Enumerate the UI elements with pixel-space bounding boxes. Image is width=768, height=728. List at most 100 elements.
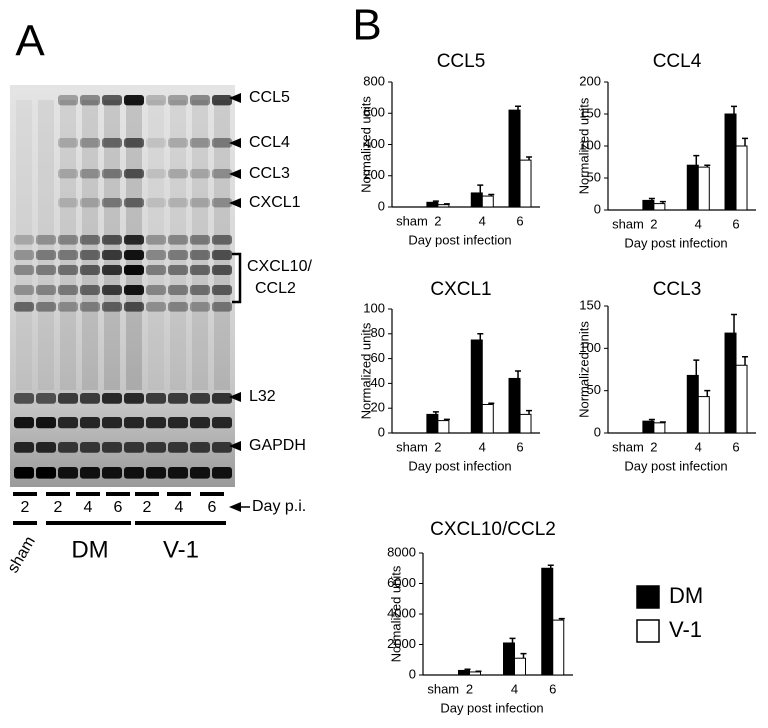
- gel-band: [14, 417, 34, 429]
- gel-band: [146, 95, 166, 106]
- x-tick-label: sham: [612, 439, 644, 454]
- bar: [552, 619, 565, 676]
- gel-band: [58, 467, 78, 479]
- gel-band: [14, 250, 34, 260]
- y-tick-label: 0: [594, 201, 601, 216]
- y-tick-label: 200: [579, 73, 601, 88]
- y-tick-label: 40: [371, 375, 385, 390]
- x-tick-label: sham: [612, 216, 644, 231]
- gel-lane-smear: [214, 100, 230, 390]
- gel-band: [58, 169, 78, 179]
- gel-band: [168, 198, 188, 208]
- gel-band: [14, 285, 34, 295]
- gel-band: [212, 198, 232, 208]
- gel-band: [212, 285, 232, 295]
- error-bar: [742, 137, 749, 146]
- error-bar: [731, 313, 738, 334]
- y-tick-label: 50: [587, 382, 601, 397]
- gel-band: [124, 95, 144, 106]
- gel-band: [212, 250, 232, 260]
- x-tick-label: 2: [434, 439, 441, 454]
- gel-lane-smear: [16, 100, 32, 390]
- gel-band: [124, 467, 144, 479]
- y-tick-label: 0: [378, 424, 385, 439]
- gel-band: [212, 169, 232, 179]
- error-bar: [704, 164, 711, 168]
- bar: [481, 195, 494, 208]
- gel-band: [36, 393, 56, 404]
- error-bar: [648, 418, 655, 422]
- y-tick-label: 200: [363, 167, 385, 182]
- gel-band: [190, 169, 210, 179]
- bar: [469, 671, 481, 676]
- band-label: CCL5: [249, 89, 290, 106]
- gel-band: [58, 393, 78, 404]
- gel-band: [102, 442, 122, 453]
- gel-lane-smear: [148, 100, 164, 390]
- panel-label: B: [352, 1, 381, 50]
- gel-band: [168, 138, 188, 148]
- bar: [426, 413, 439, 434]
- bar: [724, 113, 737, 211]
- gel-band: [190, 302, 210, 312]
- bar: [437, 204, 450, 208]
- x-tick-label: 6: [516, 213, 523, 228]
- bar: [653, 203, 666, 211]
- x-tick-label: sham: [396, 439, 428, 454]
- y-tick-label: 100: [579, 340, 601, 355]
- gel-band: [102, 417, 122, 429]
- arrow: [229, 441, 241, 451]
- lane-label: 6: [114, 499, 123, 516]
- x-tick-label: 2: [650, 216, 657, 231]
- x-axis-label: Day post infection: [624, 235, 727, 250]
- gel-band: [80, 265, 100, 275]
- gel-lane-smear: [104, 100, 120, 390]
- gel-band: [190, 250, 210, 260]
- gel-band: [102, 467, 122, 479]
- x-tick-label: 6: [732, 439, 739, 454]
- x-tick-label: 6: [732, 216, 739, 231]
- lane-label: 6: [208, 499, 217, 516]
- error-bar: [742, 356, 749, 366]
- bracket: [232, 252, 242, 304]
- gel-band: [58, 250, 78, 260]
- y-tick-label: 0: [378, 198, 385, 213]
- bar: [541, 567, 554, 676]
- gel-bands: [14, 95, 232, 479]
- gel-band: [102, 265, 122, 275]
- gel-band: [212, 95, 232, 106]
- gel-band: [102, 235, 122, 245]
- gel-band: [124, 302, 144, 312]
- gel-band: [146, 442, 166, 453]
- bar: [426, 201, 439, 208]
- y-tick-label: 100: [579, 137, 601, 152]
- gel-band: [14, 265, 34, 275]
- error-bar: [443, 203, 450, 205]
- gel-band: [36, 285, 56, 295]
- group-label: DM: [71, 536, 108, 563]
- error-bar: [693, 359, 700, 376]
- bar: [458, 669, 470, 676]
- gel-band: [36, 235, 56, 245]
- gel-band: [146, 138, 166, 148]
- gel-band: [124, 235, 144, 245]
- gel-band: [124, 265, 144, 275]
- error-bar: [659, 421, 666, 423]
- gel-band: [58, 442, 78, 453]
- error-bar: [520, 652, 527, 659]
- band-label: CCL3: [249, 165, 290, 182]
- gel-band: [146, 393, 166, 404]
- gel-band: [212, 393, 232, 404]
- arrow: [229, 138, 241, 148]
- gel-band: [58, 138, 78, 148]
- band-label: CCL2: [255, 280, 296, 297]
- gel-band: [14, 467, 34, 479]
- gel-band: [146, 417, 166, 429]
- error-bar: [515, 370, 522, 379]
- gel-band: [212, 417, 232, 429]
- gel-band: [190, 393, 210, 404]
- y-tick-label: 6000: [387, 575, 416, 590]
- gel-band: [36, 417, 56, 429]
- arrow: [229, 198, 241, 208]
